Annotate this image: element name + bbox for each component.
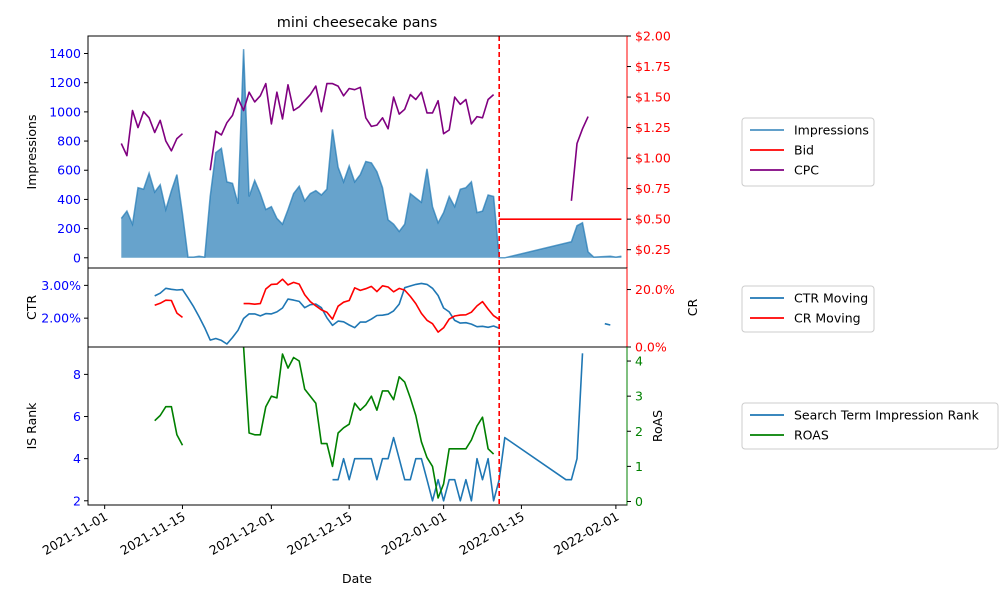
cr-moving-line-segment-0 [154,299,183,319]
left-tick-label: 6 [73,409,81,424]
right-tick-label: 0 [635,494,643,509]
right-tick-label: $0.50 [635,212,671,227]
legend-2: Search Term Impression Rank ROAS [741,402,999,450]
left-tick-label: 1200 [49,75,81,90]
x-tick-label: 2022-01-01 [379,509,449,558]
legend-label: ROAS [794,428,829,443]
chart-title: mini cheesecake pans [277,15,438,31]
left-axis-label: IS Rank [24,402,39,450]
left-axis-label: CTR [24,295,39,320]
left-tick-label: 3.00% [41,278,81,293]
panel-impressions: 0 200 400 600 800 1000 1200 1400 $0.25 $0.50 $0.75… [24,29,671,269]
left-axis-label: Impressions [24,115,39,190]
x-axis: 2021-11-01 2021-11-15 2021-12-01 2021-12-15… [40,505,621,558]
roas-line-segment-0 [154,405,184,446]
legend-box [741,402,999,450]
left-tick-label: 400 [57,192,81,207]
right-tick-label: 2 [635,424,643,439]
left-tick-label: 800 [57,134,81,149]
left-tick-label: 0 [73,250,81,265]
cpc-line-segment-2 [570,116,589,201]
panel-frame [87,267,628,348]
legend-box [741,117,875,187]
right-axis-label: CR [685,298,700,316]
legend-label: Impressions [794,123,869,138]
x-tick-label: 2021-11-01 [40,509,110,558]
right-tick-label: $2.00 [635,29,671,44]
right-tick-label: 3 [635,389,643,404]
legend-label: Bid [794,143,814,158]
x-tick-label: 2021-12-15 [284,509,354,558]
panel-isrank-roas: 2 4 6 8 0 1 2 3 4 IS Rank RoAS [24,346,665,509]
roas-line-segment-1 [242,346,495,499]
left-tick-label: 2.00% [41,311,81,326]
panel-frame [87,346,628,506]
left-tick-label: 200 [57,221,81,236]
legends: Impressions Bid CPC CTR Moving CR Moving Sear… [741,117,999,450]
right-tick-label: $1.75 [635,59,671,74]
left-tick-label: 2 [73,493,81,508]
right-tick-label: 0.0% [635,340,667,355]
right-tick-label: $1.25 [635,120,671,135]
cpc-line-segment-0 [120,109,184,157]
cpc-line-segment-1 [209,82,495,171]
left-tick-label: 600 [57,163,81,178]
right-tick-label: 4 [635,354,643,369]
legend-label: CPC [794,163,819,178]
right-axis-label: RoAS [650,410,665,442]
ctr-moving-line-segment-0 [154,282,500,345]
right-tick-label: $0.25 [635,242,671,257]
left-tick-label: 8 [73,367,81,382]
right-tick-label: $0.75 [635,181,671,196]
x-tick-label: 2021-12-01 [206,509,276,558]
x-tick-label: 2021-11-15 [118,509,188,558]
legend-label: CR Moving [794,311,861,326]
right-tick-label: 20.0% [635,282,675,297]
cr-moving-line-segment-1 [243,278,500,333]
ctr-moving-line-segment-1 [604,322,611,326]
right-tick-label: 1 [635,459,643,474]
left-tick-label: 1000 [49,104,81,119]
legend-label: CTR Moving [794,291,868,306]
search-term-impression-rank-line-segment-0 [332,353,584,502]
legend-0: Impressions Bid CPC [741,117,875,187]
right-tick-label: $1.00 [635,151,671,166]
left-tick-label: 4 [73,451,81,466]
right-tick-label: $1.50 [635,90,671,105]
impressions-line [120,49,622,259]
legend-1: CTR Moving CR Moving [741,285,875,333]
x-tick-label: 2022-02-01 [551,509,621,558]
legend-label: Search Term Impression Rank [794,408,980,423]
x-tick-label: 2022-01-15 [457,509,527,558]
impressions-area [121,49,622,258]
x-axis-label: Date [342,571,372,586]
left-tick-label: 1400 [49,46,81,61]
panel-ctr-cr: 2.00% 3.00% 0.0% 20.0% CTR CR [24,267,700,355]
